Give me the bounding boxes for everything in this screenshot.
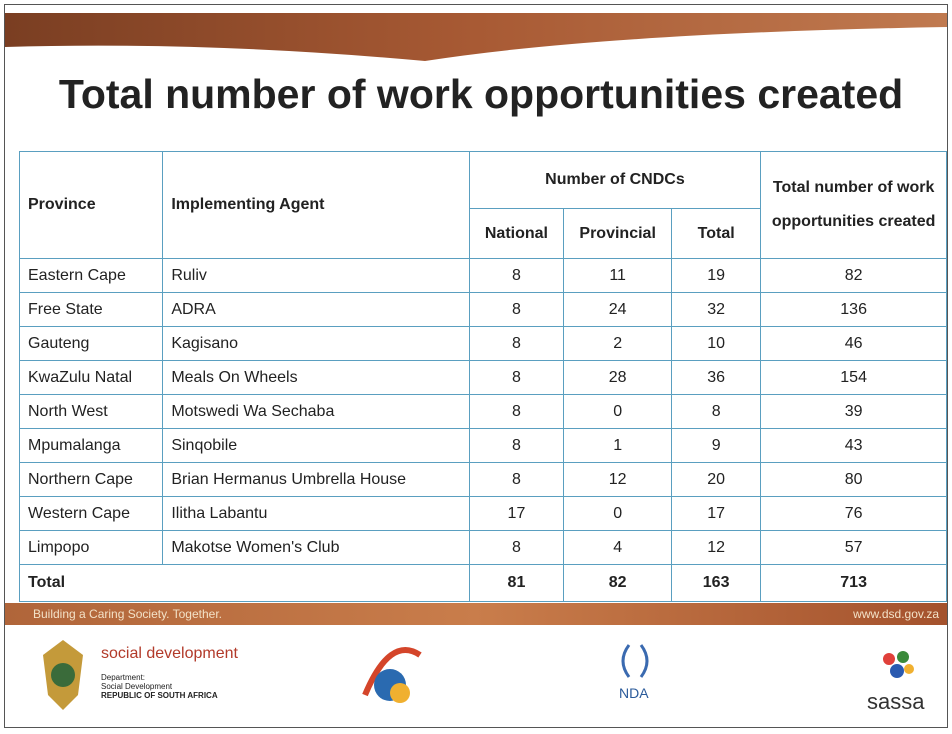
table-cell: 154	[760, 360, 947, 395]
table-row: Western Cape Ilitha Labantu 17 0 17 76	[18, 496, 947, 531]
table-cell: ADRA	[162, 292, 470, 327]
table-row: Gauteng Kagisano 8 2 10 46	[18, 326, 947, 361]
table-cell: 82	[760, 258, 947, 293]
table-cell: 8	[468, 326, 565, 361]
dept-line: Department:	[101, 673, 146, 682]
table-cell: 163	[670, 564, 762, 602]
table-cell: Makotse Women's Club	[162, 530, 470, 565]
table-cell: KwaZulu Natal	[18, 360, 164, 395]
table-cell: Ilitha Labantu	[162, 496, 470, 531]
table-cell: Ruliv	[162, 258, 470, 293]
table-cell: Meals On Wheels	[162, 360, 470, 395]
table-cell: Western Cape	[18, 496, 164, 531]
dept-line: Social Development	[101, 682, 173, 691]
anniversary-logo	[362, 647, 422, 703]
table-cell: 8	[468, 258, 565, 293]
table-cell: 36	[670, 360, 762, 395]
table-cell: 8	[468, 360, 565, 395]
table-cell: 136	[760, 292, 947, 327]
table-cell: 17	[670, 496, 762, 531]
table-cell: Northern Cape	[18, 462, 164, 497]
table-cell: 8	[468, 292, 565, 327]
table-cell: 713	[760, 564, 947, 602]
table-cell: 82	[563, 564, 672, 602]
table-cell: 0	[563, 496, 672, 531]
total-row: Total 81 82 163 713	[19, 564, 947, 602]
slogan: Building a Caring Society. Together.	[33, 607, 223, 621]
table-cell: Mpumalanga	[18, 428, 164, 463]
table-row: North West Motswedi Wa Sechaba 8 0 8 39	[18, 394, 947, 429]
table-cell: 9	[670, 428, 762, 463]
header-cell: Implementing Agent	[162, 151, 470, 259]
table-cell: Free State	[18, 292, 164, 327]
table-row: Free State ADRA 8 24 32 136	[18, 292, 947, 327]
table-cell: 0	[563, 394, 672, 429]
table-cell: 10	[670, 326, 762, 361]
table-cell: Eastern Cape	[18, 258, 164, 293]
table-cell: Gauteng	[18, 326, 164, 361]
header-cell: Number of CNDCs	[468, 151, 762, 209]
table-cell: 28	[563, 360, 672, 395]
table-cell: 2	[563, 326, 672, 361]
table-cell: 12	[670, 530, 762, 565]
table-cell: Limpopo	[18, 530, 164, 565]
table-cell: Brian Hermanus Umbrella House	[162, 462, 470, 497]
slide: Total number of work opportunities creat…	[4, 4, 948, 728]
table-cell: Kagisano	[162, 326, 470, 361]
header-cell: Total	[670, 208, 762, 259]
table-cell: 17	[468, 496, 565, 531]
sassa-logo	[883, 651, 914, 678]
table-cell: Total	[19, 564, 470, 602]
header-cell: National	[468, 208, 565, 259]
table-cell: 8	[468, 428, 565, 463]
table-cell: 46	[760, 326, 947, 361]
table-cell: North West	[18, 394, 164, 429]
table-cell: 4	[563, 530, 672, 565]
table-cell: 1	[563, 428, 672, 463]
table-cell: 19	[670, 258, 762, 293]
nda-text: NDA	[619, 685, 649, 701]
table-body: Eastern Cape Ruliv 8 11 19 82 Free State ADRA 8 2…	[18, 258, 947, 602]
dept-name: social development	[101, 645, 238, 662]
coat-of-arms	[43, 640, 83, 710]
table-cell: 76	[760, 496, 947, 531]
dept-line: REPUBLIC OF SOUTH AFRICA	[101, 691, 218, 700]
table-row: Northern Cape Brian Hermanus Umbrella Hou…	[18, 462, 947, 497]
table-cell: 8	[468, 462, 565, 497]
table: Province Implementing Agent Number of CN…	[18, 151, 947, 602]
table-cell: 8	[670, 394, 762, 429]
header-cell: Total number of work opportunities creat…	[760, 151, 947, 259]
header-cell: Province	[18, 151, 164, 259]
table-cell: 39	[760, 394, 947, 429]
title: Total number of work opportunities creat…	[58, 71, 904, 117]
table-cell: 8	[468, 394, 565, 429]
table-cell: 20	[670, 462, 762, 497]
table-cell: Sinqobile	[162, 428, 470, 463]
url: www.dsd.gov.za	[853, 607, 939, 621]
table-row: Eastern Cape Ruliv 8 11 19 82	[18, 258, 947, 293]
header-cell: Provincial	[563, 208, 672, 259]
nda-logo	[621, 644, 649, 678]
table-row: Limpopo Makotse Women's Club 8 4 12 57	[18, 530, 947, 565]
top-swoosh	[5, 13, 947, 61]
table-cell: 32	[670, 292, 762, 327]
footer-band: Building a Caring Society. Together. www…	[5, 603, 947, 625]
table-cell: 8	[468, 530, 565, 565]
table-cell: 12	[563, 462, 672, 497]
table-row: KwaZulu Natal Meals On Wheels 8 28 36 154	[18, 360, 947, 395]
table-cell: 24	[563, 292, 672, 327]
table-row: Mpumalanga Sinqobile 8 1 9 43	[18, 428, 947, 463]
table-cell: 81	[468, 564, 565, 602]
sassa-text: sassa	[867, 689, 925, 714]
table-cell: 43	[760, 428, 947, 463]
table-cell: 80	[760, 462, 947, 497]
table-cell: 57	[760, 530, 947, 565]
table-cell: Motswedi Wa Sechaba	[162, 394, 470, 429]
table-cell: 11	[563, 258, 672, 293]
